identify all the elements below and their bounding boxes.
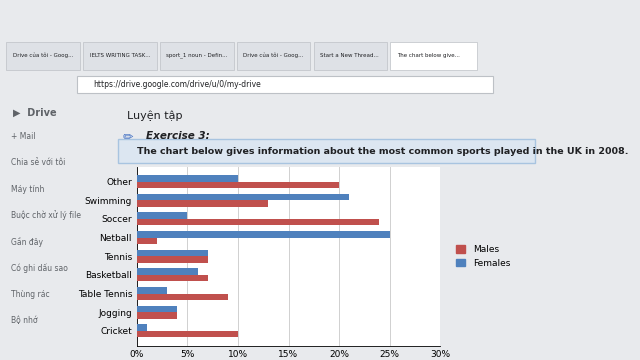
Text: IELTS WRITING TASK...: IELTS WRITING TASK... — [90, 53, 150, 58]
Text: Thùng rác: Thùng rác — [11, 290, 49, 299]
FancyBboxPatch shape — [118, 139, 535, 163]
Text: + Mail: + Mail — [11, 132, 35, 141]
Bar — [83, 42, 157, 71]
Text: The chart below give...: The chart below give... — [397, 53, 460, 58]
Bar — [137, 212, 188, 219]
Text: Chia sẻ với tôi: Chia sẻ với tôi — [11, 158, 65, 167]
Text: ✏: ✏ — [123, 131, 133, 144]
Text: Luyện tập: Luyện tập — [127, 110, 183, 121]
Bar — [137, 219, 380, 225]
Bar — [137, 250, 208, 256]
Bar — [137, 275, 208, 282]
Bar — [237, 42, 310, 71]
Bar — [137, 256, 208, 263]
Bar — [137, 231, 390, 238]
Bar — [6, 42, 80, 71]
Bar — [77, 76, 493, 94]
Text: Có ghi dấu sao: Có ghi dấu sao — [11, 263, 68, 273]
Text: https://drive.google.com/drive/u/0/my-drive: https://drive.google.com/drive/u/0/my-dr… — [93, 80, 260, 89]
Bar — [314, 42, 387, 71]
Bar — [137, 294, 228, 300]
Text: sport_1 noun - Defin...: sport_1 noun - Defin... — [166, 52, 228, 58]
Bar — [137, 238, 157, 244]
Bar — [390, 42, 477, 71]
Bar — [160, 42, 234, 71]
Text: Drive của tôi - Goog...: Drive của tôi - Goog... — [13, 52, 73, 58]
Bar — [137, 306, 177, 312]
Legend: Males, Females: Males, Females — [454, 242, 513, 270]
Bar — [137, 194, 349, 200]
Bar — [137, 181, 339, 188]
Text: The chart below gives information about the most common sports played in the UK : The chart below gives information about … — [137, 147, 628, 156]
Text: Gần đây: Gần đây — [11, 237, 43, 247]
Bar — [137, 324, 147, 331]
Text: Máy tính: Máy tính — [11, 185, 44, 194]
Text: ▶  Drive: ▶ Drive — [13, 108, 57, 118]
Text: Exercise 3:: Exercise 3: — [147, 131, 210, 141]
Bar — [137, 175, 238, 181]
Bar — [137, 200, 268, 207]
Text: Start a New Thread...: Start a New Thread... — [320, 53, 379, 58]
Text: Bộ nhớ: Bộ nhớ — [11, 316, 37, 325]
Bar — [137, 287, 167, 294]
Text: Buộc chờ xử lý file: Buộc chờ xử lý file — [11, 211, 81, 220]
Bar — [137, 331, 238, 337]
Text: Drive của tôi - Goog...: Drive của tôi - Goog... — [243, 52, 303, 58]
Bar — [137, 269, 198, 275]
Bar — [137, 312, 177, 319]
